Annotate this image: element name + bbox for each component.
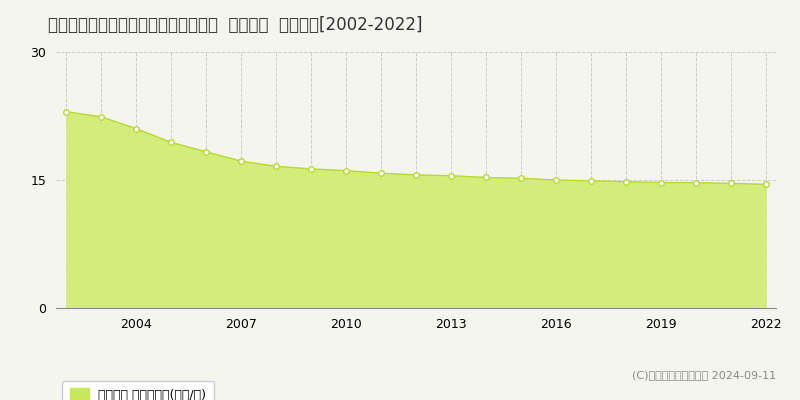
Text: 栃木県鹿沼市西茂呂３丁目４１番３外  地価公示  地価推移[2002-2022]: 栃木県鹿沼市西茂呂３丁目４１番３外 地価公示 地価推移[2002-2022] [48,16,422,34]
Legend: 地価公示 平均坪単価(万円/坪): 地価公示 平均坪単価(万円/坪) [62,381,214,400]
Text: (C)土地価格ドットコム 2024-09-11: (C)土地価格ドットコム 2024-09-11 [632,370,776,380]
